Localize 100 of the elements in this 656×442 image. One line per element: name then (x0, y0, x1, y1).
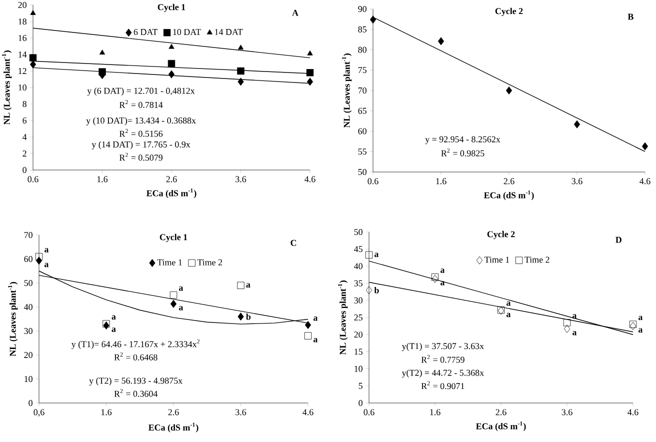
legend-label: Time 1 (157, 259, 182, 266)
chart-title: Cycle 1 (160, 234, 188, 242)
y-tick-label: 8 (22, 100, 26, 108)
y-tick-label: 5 (358, 382, 362, 389)
data-label: a (178, 286, 184, 291)
data-label: a (44, 262, 49, 268)
annotation: y (T2) = 56.193 - 4.9875x (89, 377, 182, 386)
y-tick-label: 20 (18, 2, 26, 8)
y-tick-label: 60 (358, 128, 366, 134)
y-tick-label: 40 (354, 263, 362, 270)
y-tick-label: 25 (354, 314, 362, 321)
legend-label: 14 DAT (215, 29, 243, 35)
y-tick-label: 30 (24, 328, 32, 334)
annotation: y(T1) = 37.507 - 3.63x (402, 342, 484, 351)
x-tick-label: 4.6 (302, 409, 314, 416)
x-tick-label: 0.6 (364, 409, 374, 416)
annotation: y (6 DAT) = 12.701 - 0,4812x (87, 88, 195, 96)
legend-label: Time 1 (484, 256, 510, 263)
y-tick-label: 15 (354, 348, 362, 355)
data-label: a (313, 338, 318, 342)
chart-title: Cycle 1 (158, 4, 186, 12)
chart-title: Cycle 2 (495, 8, 523, 16)
legend-label: Time 2 (197, 259, 222, 266)
x-tick-label: 0.6 (28, 176, 38, 182)
data-label: a (506, 312, 511, 318)
x-tick-label: 1.6 (101, 409, 112, 416)
data-label: a (638, 316, 643, 320)
y-tick-label: 50 (354, 228, 362, 236)
annotation: R$^{2}$ = 0.7759 (421, 354, 464, 363)
legend-label: Time 2 (524, 256, 550, 263)
y-axis-title: NL (Leaves plant$^{-1}$) (8, 282, 18, 356)
data-label: b (246, 313, 251, 320)
y-tick-label: 20 (24, 352, 32, 358)
data-label: a (374, 252, 379, 258)
y-tick-label: 70 (358, 87, 366, 94)
y-tick-label: 80 (358, 46, 366, 53)
y-tick-label: 0 (28, 400, 32, 406)
y-tick-label: 65 (358, 108, 366, 114)
y-tick-label: 70 (24, 232, 32, 238)
x-tick-label: 1.6 (430, 409, 440, 416)
data-label: a (112, 328, 116, 332)
data-label: a (178, 306, 184, 310)
y-axis-title: NL (Leaves plant$^{-1}$) (338, 280, 348, 355)
annotation: A (292, 10, 298, 16)
y-tick-label: 55 (358, 148, 366, 155)
y-tick-label: 10 (354, 366, 362, 372)
data-label: b (374, 286, 379, 294)
x-tick-label: 1.6 (436, 178, 446, 184)
y-tick-label: 40 (24, 304, 32, 310)
data-label: a (638, 328, 643, 333)
x-tick-label: 2.6 (504, 178, 514, 184)
x-tick-label: 2.6 (166, 176, 177, 182)
y-tick-label: 35 (354, 280, 362, 286)
y-tick-label: 75 (358, 67, 366, 74)
y-tick-label: 45 (354, 246, 362, 252)
x-tick-label: 0.6 (368, 178, 378, 184)
y-tick-label: 85 (358, 26, 366, 32)
annotation: R$^{2}$ = 0.9071 (421, 381, 464, 390)
x-tick-label: 1.6 (97, 176, 108, 182)
annotation: y = 92.954 - 8.2562x (425, 136, 500, 144)
x-tick-label: 3.6 (236, 176, 246, 182)
annotation: R$^{2}$ = 0.5079 (119, 152, 162, 161)
y-tick-label: 30 (354, 297, 362, 304)
annotation: R$^{2}$ = 0.9825 (441, 148, 484, 156)
y-tick-label: 60 (24, 256, 32, 262)
x-tick-label: 4.6 (640, 178, 650, 184)
data-label: a (572, 330, 577, 336)
y-axis-title: NL (Leaves plant$^{-1}$) (342, 54, 352, 128)
chart-title: Cycle 2 (487, 230, 515, 240)
x-tick-label: 3.6 (572, 178, 582, 184)
data-label: a (506, 301, 511, 306)
x-tick-label: 3.6 (236, 409, 246, 416)
y-tick-label: 16 (18, 34, 27, 42)
x-axis-title: ECa (dS m$^{-1}$) (476, 421, 526, 432)
y-tick-label: 12 (18, 68, 26, 74)
x-tick-label: 0,6 (34, 409, 44, 417)
x-axis-title: ECa (dS m$^{-1}$) (146, 188, 196, 198)
x-axis-title: ECa (dS m$^{-1}$) (484, 190, 534, 200)
x-tick-label: 3.6 (562, 409, 572, 416)
y-axis-title: NL (Leaves plant$^{-1}$) (2, 50, 12, 125)
y-tick-label: 2 (22, 150, 26, 156)
data-label: a (313, 316, 318, 321)
y-tick-label: 10 (18, 84, 26, 91)
y-tick-label: 4 (22, 134, 27, 140)
y-tick-label: 20 (354, 332, 362, 338)
y-tick-label: 18 (18, 18, 26, 25)
x-tick-label: 4.6 (628, 409, 638, 416)
annotation: D (616, 236, 622, 243)
y-tick-label: 6 (22, 117, 27, 124)
y-tick-label: 0 (22, 166, 26, 174)
y-tick-label: 10 (24, 376, 32, 382)
x-tick-label: 2.6 (168, 409, 179, 416)
annotation: y(T2) = 44.72 - 5.368x (402, 370, 484, 378)
annotation: B (628, 14, 634, 20)
x-tick-label: 2.6 (496, 409, 506, 416)
data-label: a (44, 248, 49, 252)
annotation: R$^{2}$ = 0.5156 (119, 128, 163, 137)
y-tick-label: 14 (18, 52, 27, 58)
annotation: C (290, 240, 296, 246)
x-tick-label: 4.6 (304, 176, 316, 182)
